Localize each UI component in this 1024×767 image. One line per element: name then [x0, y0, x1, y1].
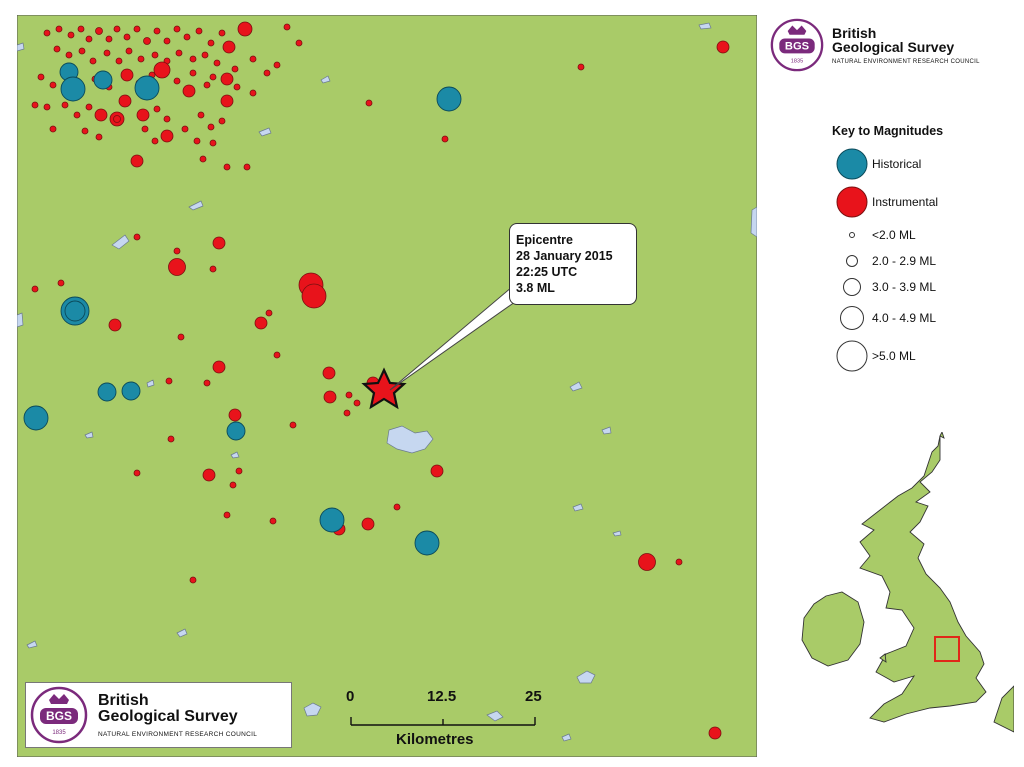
svg-text:BGS: BGS	[46, 709, 72, 723]
key-row-mag4: 4.0 - 4.9 ML	[832, 300, 1017, 336]
callout-time: 22:25 UTC	[516, 265, 578, 279]
magnitude-key: Key to Magnitudes Historical Instrumenta…	[832, 124, 1017, 376]
lake	[572, 503, 584, 512]
seismicity-map	[17, 15, 757, 757]
key-row-mag5: >5.0 ML	[832, 336, 1017, 376]
lake	[188, 200, 204, 211]
lake	[17, 42, 25, 52]
lake	[26, 640, 38, 649]
key-title: Key to Magnitudes	[832, 124, 944, 138]
lake	[258, 127, 272, 137]
svg-text:1835: 1835	[791, 59, 803, 65]
key-label-mag2: 2.0 - 2.9 ML	[872, 254, 937, 268]
key-row-mag2: 2.0 - 2.9 ML	[832, 248, 1017, 274]
mag-3-icon	[843, 278, 861, 296]
lake	[601, 426, 612, 435]
brand-council: NATURAL ENVIRONMENT RESEARCH COUNCIL	[832, 58, 980, 65]
uk-inset-map	[801, 432, 1014, 733]
brand-name-line1: British	[832, 24, 877, 41]
callout-date: 28 January 2015	[516, 249, 613, 263]
instrumental-symbol-icon	[836, 186, 868, 218]
continent-edge	[993, 685, 1014, 733]
scale-label-0: 0	[346, 688, 355, 705]
lake	[84, 431, 94, 439]
isle-of-man	[879, 653, 887, 663]
lake	[303, 702, 322, 717]
lake	[561, 733, 572, 742]
scale-label-25: 25	[525, 688, 542, 705]
key-label-mag5: >5.0 ML	[872, 349, 916, 363]
key-row-instrumental: Instrumental	[832, 182, 1017, 222]
bgs-logo-top: BGS 1835 British Geological Survey NATUR…	[770, 17, 1020, 73]
instrumental-events	[31, 21, 730, 740]
lake	[146, 379, 155, 388]
lake	[176, 628, 188, 638]
lake	[750, 206, 757, 238]
lake	[698, 22, 712, 30]
lake	[111, 234, 130, 250]
lake	[230, 451, 240, 459]
historical-events	[23, 62, 462, 556]
svg-text:1835: 1835	[52, 730, 66, 736]
lake	[569, 381, 583, 392]
ireland-landmass	[801, 591, 865, 667]
brand-council: NATURAL ENVIRONMENT RESEARCH COUNCIL	[98, 730, 258, 738]
brand-name-line2: Geological Survey	[832, 38, 955, 55]
scale-label-12.5: 12.5	[427, 688, 457, 705]
scale-bar	[350, 717, 536, 726]
lake	[612, 530, 622, 537]
brand-name-line2: Geological Survey	[98, 707, 238, 725]
bgs-logo-bottom: BGS 1835 British Geological Survey NATUR…	[25, 682, 292, 748]
mag-small-icon	[849, 232, 855, 238]
brand-name-line1: British	[98, 691, 149, 709]
water-bodies	[17, 22, 757, 742]
key-label-historical: Historical	[872, 157, 922, 171]
lake	[486, 710, 504, 722]
callout-magnitude: 3.8 ML	[516, 281, 555, 295]
lake	[576, 670, 596, 684]
key-row-historical: Historical	[832, 146, 1017, 182]
bgs-crest-icon: BGS 1835	[30, 686, 88, 744]
great-britain-landmass	[859, 435, 987, 723]
callout-title: Epicentre	[516, 233, 573, 247]
shetland-islands	[939, 432, 945, 439]
epicentre-callout: Epicentre 28 January 2015 22:25 UTC 3.8 …	[509, 223, 637, 305]
reservoir-large	[386, 425, 434, 454]
mag-4-icon	[840, 306, 864, 330]
mag-2-icon	[846, 255, 858, 267]
mag-5-icon	[836, 340, 868, 372]
lake	[17, 312, 24, 328]
svg-text:BGS: BGS	[785, 41, 809, 53]
historical-symbol-icon	[836, 148, 868, 180]
lake	[320, 75, 331, 84]
key-label-mag3: 3.0 - 3.9 ML	[872, 280, 937, 294]
study-area-box	[934, 636, 960, 662]
key-row-mag3: 3.0 - 3.9 ML	[832, 274, 1017, 300]
key-label-mag4: 4.0 - 4.9 ML	[872, 311, 937, 325]
key-label-mag1: <2.0 ML	[872, 228, 916, 242]
key-row-mag1: <2.0 ML	[832, 222, 1017, 248]
bgs-crest-icon: BGS 1835	[770, 18, 824, 72]
key-label-instrumental: Instrumental	[872, 195, 939, 209]
scale-unit: Kilometres	[396, 731, 474, 748]
